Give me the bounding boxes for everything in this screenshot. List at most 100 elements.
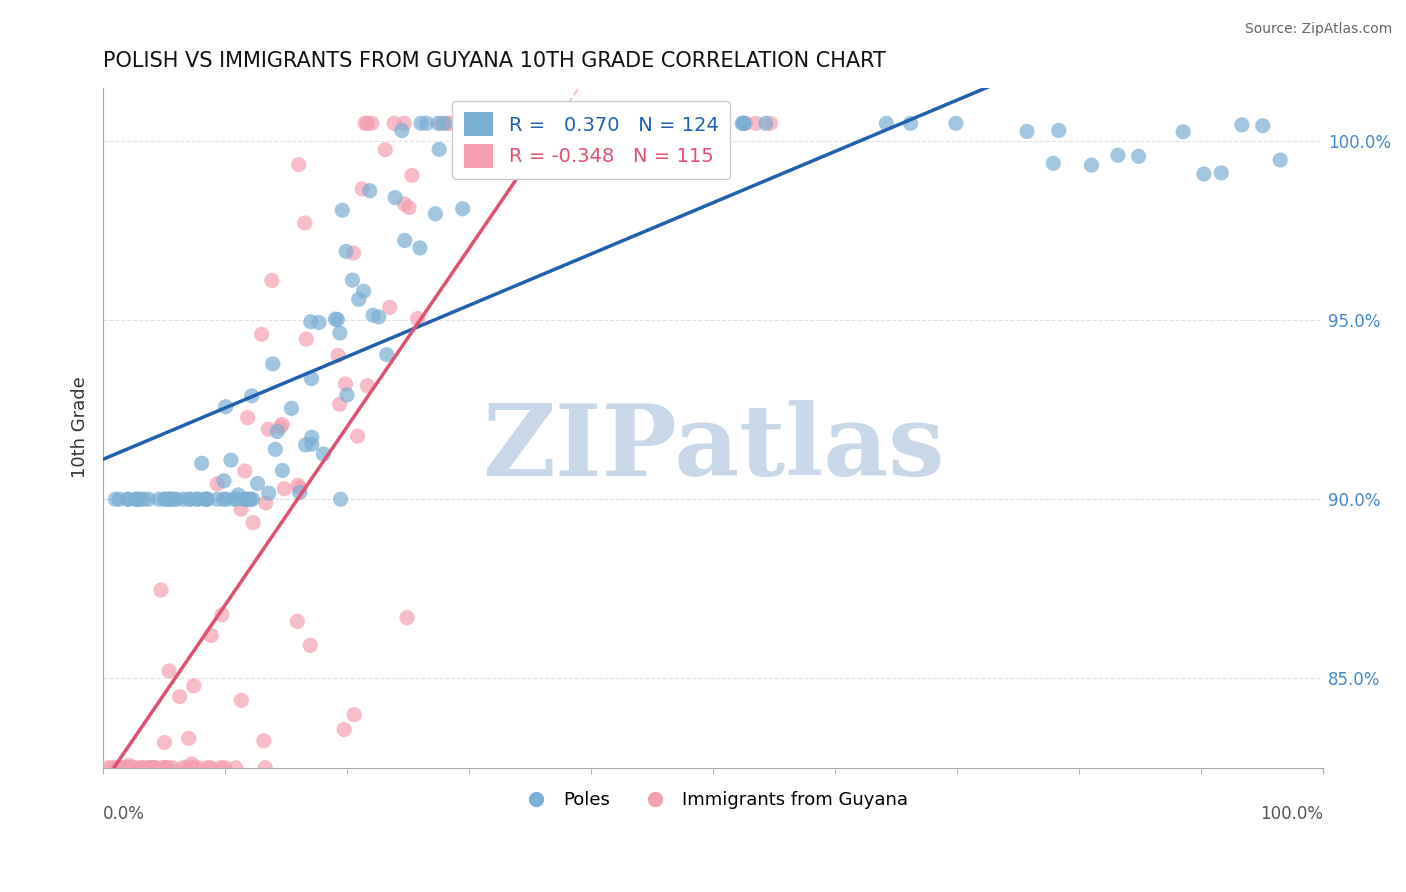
Point <box>522 116 544 130</box>
Point <box>1211 166 1233 180</box>
Point <box>172 761 194 775</box>
Point <box>127 492 149 507</box>
Point <box>451 202 474 216</box>
Point <box>159 492 181 507</box>
Point <box>627 116 650 130</box>
Point <box>195 492 218 507</box>
Point <box>250 327 273 342</box>
Point <box>239 492 262 507</box>
Point <box>157 664 180 678</box>
Point <box>143 761 166 775</box>
Point <box>406 311 429 326</box>
Point <box>219 453 242 467</box>
Point <box>669 116 692 130</box>
Point <box>598 116 620 130</box>
Point <box>125 492 148 507</box>
Point <box>356 379 378 393</box>
Point <box>235 492 257 507</box>
Point <box>470 116 492 130</box>
Point <box>270 420 292 434</box>
Point <box>599 116 621 130</box>
Point <box>186 492 208 507</box>
Point <box>468 116 491 130</box>
Point <box>214 761 236 775</box>
Point <box>335 376 357 391</box>
Point <box>287 478 309 492</box>
Point <box>564 116 586 130</box>
Text: 0.0%: 0.0% <box>103 805 145 823</box>
Point <box>326 312 349 326</box>
Point <box>176 761 198 775</box>
Point <box>710 116 733 130</box>
Point <box>271 417 294 432</box>
Point <box>353 284 375 298</box>
Point <box>235 492 257 507</box>
Point <box>415 116 437 130</box>
Point <box>347 293 370 307</box>
Point <box>209 761 232 775</box>
Point <box>308 315 330 329</box>
Point <box>190 456 212 470</box>
Point <box>253 733 276 747</box>
Point <box>530 116 553 130</box>
Point <box>1128 149 1150 163</box>
Point <box>356 116 378 130</box>
Point <box>183 679 205 693</box>
Point <box>900 116 922 130</box>
Point <box>537 116 560 130</box>
Point <box>173 492 195 507</box>
Point <box>606 116 628 130</box>
Point <box>343 707 366 722</box>
Point <box>155 761 177 775</box>
Point <box>367 310 389 324</box>
Point <box>242 516 264 530</box>
Point <box>395 611 418 625</box>
Point <box>398 201 420 215</box>
Point <box>225 761 247 775</box>
Point <box>295 332 318 346</box>
Point <box>336 388 359 402</box>
Point <box>503 116 526 130</box>
Point <box>513 116 536 130</box>
Point <box>229 502 252 516</box>
Point <box>143 761 166 775</box>
Point <box>264 442 287 457</box>
Point <box>503 116 526 130</box>
Point <box>733 116 755 130</box>
Point <box>391 123 413 137</box>
Text: POLISH VS IMMIGRANTS FROM GUYANA 10TH GRADE CORRELATION CHART: POLISH VS IMMIGRANTS FROM GUYANA 10TH GR… <box>103 51 886 70</box>
Point <box>513 116 536 130</box>
Point <box>112 761 135 775</box>
Point <box>117 761 139 775</box>
Point <box>260 273 283 287</box>
Point <box>1042 156 1064 170</box>
Point <box>330 203 353 218</box>
Point <box>166 492 188 507</box>
Point <box>211 607 233 622</box>
Point <box>433 116 456 130</box>
Point <box>669 116 692 130</box>
Point <box>354 116 377 130</box>
Point <box>120 761 142 775</box>
Point <box>153 735 176 749</box>
Point <box>352 182 374 196</box>
Text: ZIPatlas: ZIPatlas <box>482 400 945 497</box>
Point <box>541 116 564 130</box>
Point <box>236 410 259 425</box>
Point <box>240 389 263 403</box>
Point <box>186 492 208 507</box>
Point <box>225 491 247 506</box>
Point <box>733 116 755 130</box>
Point <box>541 116 564 130</box>
Point <box>759 116 782 130</box>
Point <box>242 492 264 507</box>
Point <box>299 638 322 652</box>
Point <box>703 116 725 130</box>
Point <box>97 761 120 775</box>
Point <box>134 492 156 507</box>
Point <box>299 315 322 329</box>
Point <box>645 116 668 130</box>
Point <box>233 464 256 478</box>
Point <box>139 761 162 775</box>
Point <box>207 476 229 491</box>
